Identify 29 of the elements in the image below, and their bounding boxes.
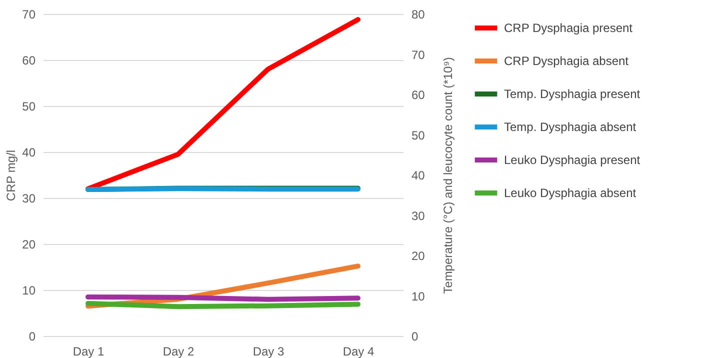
y-tick-label: 70: [22, 8, 36, 22]
y-axis-title: CRP mg/l: [4, 150, 18, 202]
legend-label: Temp. Dysphagia present: [504, 87, 641, 101]
x-tick-label: Day 1: [72, 344, 104, 358]
y-tick-label: 0: [28, 330, 36, 344]
legend-label: Leuko Dysphagia absent: [504, 186, 637, 200]
x-tick-label: Day 4: [342, 344, 374, 358]
y2-tick-label: 50: [412, 128, 426, 142]
y2-tick-label: 40: [412, 168, 426, 182]
y2-tick-label: 80: [412, 8, 426, 22]
x-tick-label: Day 2: [162, 344, 194, 358]
y2-tick-label: 30: [412, 208, 426, 223]
y-tick-label: 10: [22, 284, 36, 298]
y2-tick-label: 10: [412, 289, 426, 304]
y-tick-label: 40: [22, 146, 36, 160]
legend-label: Temp. Dysphagia absent: [504, 120, 637, 134]
legend-label: Leuko Dysphagia present: [504, 153, 641, 167]
x-tick-label: Day 3: [252, 344, 284, 358]
y-tick-label: 50: [22, 100, 36, 114]
legend-label: CRP Dysphagia present: [504, 21, 634, 35]
y2-tick-label: 20: [412, 249, 426, 263]
y-tick-label: 20: [22, 238, 36, 252]
y2-tick-label: 0: [412, 330, 418, 344]
y-tick-label: 30: [22, 192, 36, 206]
y-tick-label: 60: [22, 54, 36, 68]
y2-tick-label: 70: [412, 48, 426, 62]
legend-label: CRP Dysphagia absent: [504, 54, 630, 68]
y2-axis-title: Temperature (°C) and leucocyte count (*10⁹): [440, 57, 455, 294]
y2-tick-label: 60: [412, 88, 426, 102]
